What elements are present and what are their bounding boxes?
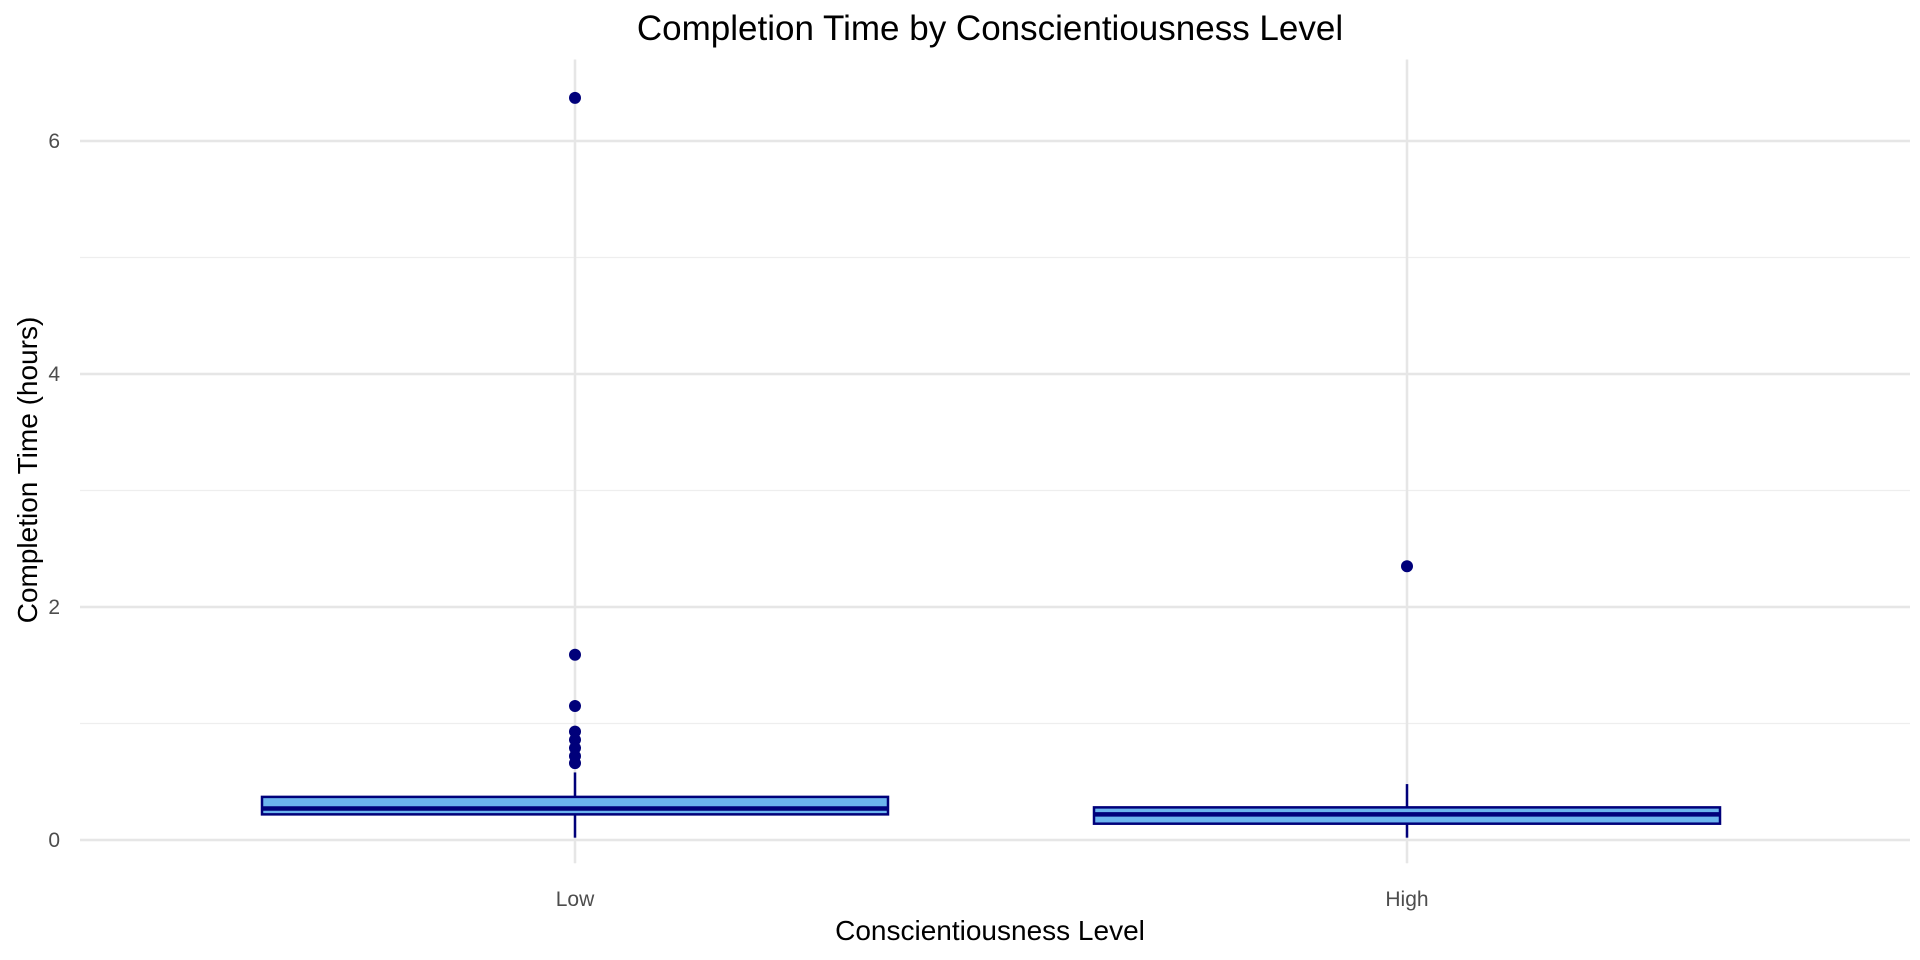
- y-tick-labels: 0 2 4 6: [48, 130, 60, 852]
- outlier-point-low: [569, 648, 581, 661]
- marks-layer: [260, 91, 1722, 838]
- chart-title: Completion Time by Conscientiousness Lev…: [637, 9, 1343, 48]
- y-tick-label: 2: [48, 596, 60, 619]
- outlier-point-low: [569, 757, 581, 770]
- x-tick-label: Low: [556, 888, 595, 911]
- y-tick-label: 4: [48, 363, 60, 386]
- x-tick-labels: Low High: [556, 888, 1429, 911]
- outlier-point-low: [569, 700, 581, 713]
- y-tick-label: 6: [48, 130, 60, 153]
- grid-layer: [80, 59, 1910, 864]
- outlier-point-low: [569, 91, 581, 104]
- x-tick-label: High: [1385, 888, 1428, 911]
- box-low: [260, 795, 890, 816]
- y-axis-title: Completion Time (hours): [12, 317, 43, 624]
- x-axis-title: Conscientiousness Level: [835, 915, 1145, 946]
- outlier-point-high: [1401, 560, 1413, 573]
- y-tick-label: 0: [48, 829, 60, 852]
